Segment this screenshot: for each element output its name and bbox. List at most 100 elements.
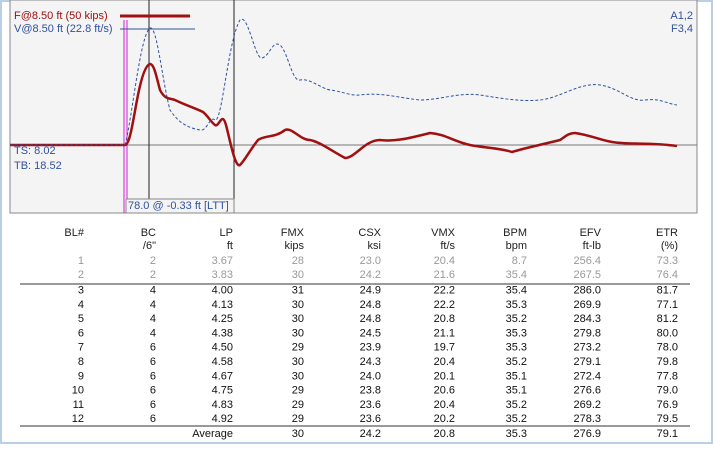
table-cell: 7 — [78, 342, 84, 354]
table-cell: 21.6 — [434, 269, 455, 281]
table-cell: 24.9 — [360, 285, 381, 297]
table-cell: 4.50 — [212, 342, 233, 354]
table-cell: 30 — [292, 370, 304, 382]
column-unit: ksi — [368, 240, 381, 252]
force-label: F@8.50 ft (50 kips) — [14, 10, 108, 22]
table-cell: 35.2 — [506, 356, 527, 368]
gauge-label: F3,4 — [671, 23, 693, 35]
table-cell: 78.0 — [657, 342, 678, 354]
table-cell: 269.2 — [573, 399, 601, 411]
table-cell: 79.8 — [657, 356, 678, 368]
table-cell: 4.58 — [212, 356, 233, 368]
gauge-label: A1,2 — [670, 10, 693, 22]
table-cell: 4 — [78, 299, 84, 311]
table-cell: 6 — [150, 413, 156, 425]
table-cell: 35.2 — [506, 313, 527, 325]
column-header: FMX — [281, 227, 305, 239]
table-cell: 11 — [73, 399, 84, 411]
table-cell: 30 — [292, 299, 304, 311]
table-cell: 19.7 — [434, 342, 455, 354]
column-unit: ft — [227, 240, 233, 252]
table-cell: 77.8 — [657, 370, 678, 382]
table-cell: 4.13 — [212, 299, 233, 311]
average-cell: 20.8 — [434, 428, 455, 440]
table-cell: 3.67 — [212, 255, 233, 267]
average-cell: 276.9 — [573, 428, 601, 440]
table-cell: 9 — [78, 370, 84, 382]
table-cell: 24.3 — [360, 356, 381, 368]
table-cell: 22.2 — [434, 285, 455, 297]
column-unit: ft/s — [440, 240, 455, 252]
table-cell: 4 — [150, 313, 156, 325]
table-cell: 79.0 — [657, 385, 678, 397]
table-cell: 30 — [292, 327, 304, 339]
table-cell: 30 — [292, 269, 304, 281]
table-cell: 4.92 — [212, 413, 233, 425]
column-header: LP — [220, 227, 233, 239]
table-cell: 24.0 — [360, 370, 381, 382]
table-cell: 23.6 — [360, 413, 381, 425]
force-curve — [10, 62, 678, 167]
table-cell: 6 — [150, 342, 156, 354]
table-cell: 20.1 — [434, 370, 455, 382]
table-cell: 29 — [292, 413, 304, 425]
table-cell: 76.9 — [657, 399, 678, 411]
table-cell: 35.1 — [506, 385, 527, 397]
table-cell: 30 — [292, 356, 304, 368]
table-cell: 20.6 — [434, 385, 455, 397]
table-cell: 6 — [150, 399, 156, 411]
table-cell: 23.0 — [360, 255, 381, 267]
table-cell: 4 — [150, 285, 156, 297]
table-cell: 279.8 — [573, 327, 601, 339]
table-cell: 35.1 — [506, 370, 527, 382]
column-unit: ft-lb — [583, 240, 601, 252]
average-cell: 79.1 — [657, 428, 678, 440]
table-cell: 278.3 — [573, 413, 601, 425]
average-cell: 30 — [292, 428, 304, 440]
table-cell: 6 — [150, 356, 156, 368]
tb-label: TB: 18.52 — [14, 160, 62, 172]
table-cell: 8.7 — [512, 255, 527, 267]
table-cell: 24.2 — [360, 269, 381, 281]
table-cell: 2 — [150, 269, 156, 281]
table-cell: 279.1 — [573, 356, 601, 368]
table-cell: 21.1 — [434, 327, 455, 339]
table-cell: 24.5 — [360, 327, 381, 339]
column-unit: bpm — [506, 240, 527, 252]
cursor-box — [125, 198, 235, 214]
table-cell: 30 — [292, 313, 304, 325]
table-cell: 272.4 — [573, 370, 601, 382]
table-cell: 24.8 — [360, 299, 381, 311]
velocity-curve — [10, 18, 678, 146]
table-cell: 4.00 — [212, 285, 233, 297]
table-cell: 22.2 — [434, 299, 455, 311]
table-cell: 12 — [72, 413, 84, 425]
table-cell: 1 — [78, 255, 84, 267]
table-cell: 23.9 — [360, 342, 381, 354]
table-cell: 28 — [292, 255, 304, 267]
table-cell: 35.4 — [506, 269, 527, 281]
table-cell: 6 — [150, 385, 156, 397]
table-cell: 10 — [72, 385, 84, 397]
table-cell: 20.2 — [434, 413, 455, 425]
table-cell: 20.8 — [434, 313, 455, 325]
table-cell: 29 — [292, 342, 304, 354]
table-cell: 2 — [150, 255, 156, 267]
table-cell: 80.0 — [657, 327, 678, 339]
table-cell: 23.8 — [360, 385, 381, 397]
table-cell: 73.3 — [657, 255, 678, 267]
table-cell: 76.4 — [657, 269, 678, 281]
table-cell: 5 — [78, 313, 84, 325]
table-cell: 4.67 — [212, 370, 233, 382]
table-cell: 6 — [150, 370, 156, 382]
velocity-label: V@8.50 ft (22.8 ft/s) — [14, 23, 113, 35]
table-cell: 20.4 — [434, 399, 455, 411]
table-cell: 4 — [150, 299, 156, 311]
table-cell: 4.83 — [212, 399, 233, 411]
table-cell: 6 — [78, 327, 84, 339]
column-header: CSX — [358, 227, 381, 239]
column-header: BL# — [64, 227, 84, 239]
table-cell: 35.4 — [506, 285, 527, 297]
